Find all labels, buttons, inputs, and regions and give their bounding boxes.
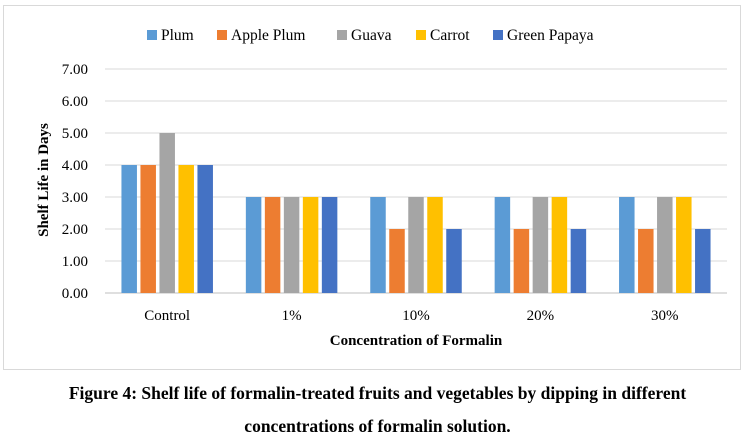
bar: [408, 197, 424, 293]
bar: [619, 197, 635, 293]
bar: [121, 165, 137, 293]
legend-swatch: [416, 30, 426, 40]
y-tick-label: 7.00: [62, 62, 88, 78]
bar: [302, 197, 319, 293]
bar: [264, 197, 281, 293]
bar: [657, 197, 673, 293]
legend-swatch: [493, 30, 503, 40]
bar: [494, 197, 511, 293]
y-axis-label: Shelf Life in Days: [36, 123, 52, 237]
bar: [427, 197, 443, 293]
y-axis-ticks: 0.00 1.00 2.00 3.00 4.00 5.00 6.00 7.00: [62, 62, 88, 302]
x-axis-ticks: Control 1% 10% 20% 30%: [144, 308, 678, 324]
bar: [159, 133, 175, 293]
x-tick-label: 1%: [282, 308, 302, 324]
bar: [140, 165, 156, 293]
x-tick-label: Control: [144, 308, 190, 324]
y-tick-label: 0.00: [62, 286, 88, 302]
y-tick-label: 6.00: [62, 94, 88, 110]
bar: [570, 229, 587, 293]
bar: [197, 165, 213, 293]
legend: Plum Apple Plum Guava Carrot Green Papaya: [147, 27, 594, 44]
y-tick-label: 1.00: [62, 254, 88, 270]
y-tick-label: 5.00: [62, 126, 88, 142]
x-tick-label: 30%: [651, 308, 679, 324]
bar: [283, 197, 300, 293]
figure-caption-line2: concentrations of formalin solution.: [244, 416, 511, 436]
bar: [446, 229, 462, 293]
legend-label: Plum: [161, 27, 194, 44]
figure-caption-line1: Figure 4: Shelf life of formalin-treated…: [68, 383, 687, 403]
legend-swatch: [217, 30, 227, 40]
legend-label: Green Papaya: [507, 27, 594, 44]
bar: [513, 229, 530, 293]
y-tick-label: 3.00: [62, 190, 88, 206]
bar: [389, 229, 405, 293]
legend-label: Guava: [351, 27, 392, 44]
bar: [321, 197, 338, 293]
bar: [370, 197, 386, 293]
y-tick-label: 4.00: [62, 158, 88, 174]
legend-label: Carrot: [430, 27, 470, 44]
bar: [551, 197, 568, 293]
bar: [245, 197, 262, 293]
bar: [532, 197, 549, 293]
bars: [121, 133, 711, 293]
legend-swatch: [337, 30, 347, 40]
x-tick-label: 20%: [527, 308, 555, 324]
bar: [695, 229, 711, 293]
bar: [676, 197, 692, 293]
x-axis-label: Concentration of Formalin: [330, 333, 503, 349]
bar: [638, 229, 654, 293]
y-tick-label: 2.00: [62, 222, 88, 238]
legend-swatch: [147, 30, 157, 40]
legend-label: Apple Plum: [231, 27, 306, 44]
x-tick-label: 10%: [402, 308, 430, 324]
bar: [178, 165, 194, 293]
